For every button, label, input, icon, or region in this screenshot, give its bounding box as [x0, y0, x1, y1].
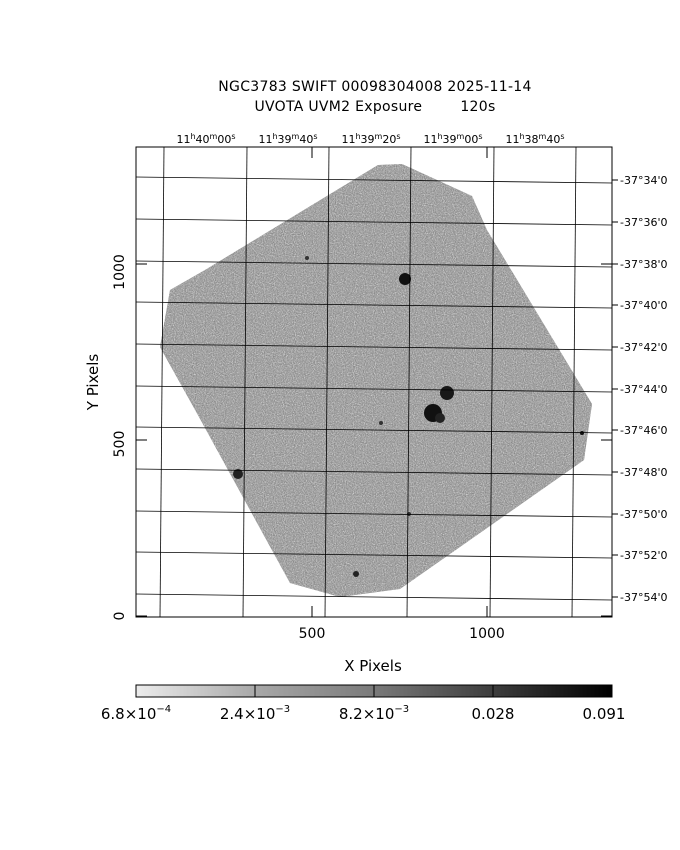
plot-title-line2: UVOTA UVM2 Exposure 120s: [254, 99, 496, 115]
ra-grid-line: [159, 147, 165, 617]
dec-grid-line: [136, 176, 612, 184]
dec-grid-line: [136, 343, 612, 351]
ra-tick-labels: 11h40m00s 11h39m40s 11h39m20s 11h39m00s …: [176, 132, 564, 146]
y-tick-label: 1000: [112, 254, 128, 290]
colorbar-label: 2.4×10−3: [220, 704, 290, 723]
dec-tick-label: -37°50'0: [620, 508, 668, 521]
dec-tick-label: -37°38'0: [620, 258, 668, 271]
dec-tick-label: -37°44'0: [620, 383, 668, 396]
colorbar-label: 8.2×10−3: [339, 704, 409, 723]
dec-grid-line: [136, 426, 612, 434]
dec-grid-line: [136, 593, 612, 601]
ra-grid-line: [406, 147, 412, 617]
colorbar-label: 6.8×10−4: [101, 704, 171, 723]
dec-tick-labels: -37°34'0 -37°36'0 -37°38'0 -37°40'0 -37°42'0…: [612, 174, 668, 604]
ra-grid-line: [242, 147, 248, 617]
dec-tick-label: -37°40'0: [620, 299, 668, 312]
dec-grid-line: [136, 551, 612, 559]
dec-tick-label: -37°42'0: [620, 341, 668, 354]
x-tick-label: 1000: [469, 626, 505, 642]
ra-tick-label: 11h38m40s: [505, 132, 564, 146]
x-tick-label: 500: [299, 626, 326, 642]
y-tick-label: 0: [112, 612, 128, 621]
dec-tick-label: -37°54'0: [620, 591, 668, 604]
dec-tick-label: -37°52'0: [620, 549, 668, 562]
exposure-image: [160, 164, 592, 597]
dec-grid-line: [136, 260, 612, 268]
colorbar-label: 0.028: [472, 705, 515, 723]
ra-grid-line: [489, 147, 495, 617]
source-blobs: [233, 256, 584, 577]
colorbar: 6.8×10−4 2.4×10−3 8.2×10−3 0.028 0.091: [101, 684, 626, 723]
ra-grid-line: [571, 147, 577, 617]
dec-grid-line: [136, 468, 612, 476]
ra-tick-label: 11h39m40s: [258, 132, 317, 146]
ra-tick-label: 11h40m00s: [176, 132, 235, 146]
ra-tick-label: 11h39m20s: [341, 132, 400, 146]
dec-grid-line: [136, 301, 612, 309]
dec-tick-label: -37°48'0: [620, 466, 668, 479]
ra-grid-line: [324, 147, 330, 617]
plot-title-line1: NGC3783 SWIFT 00098304008 2025-11-14: [218, 79, 532, 95]
plot-frame: [135, 146, 613, 618]
dec-tick-label: -37°34'0: [620, 174, 668, 187]
dec-grid-line: [136, 510, 612, 518]
y-axis-label: Y Pixels: [84, 354, 102, 412]
coordinate-grid: [136, 147, 612, 617]
x-axis-label: X Pixels: [344, 657, 402, 675]
colorbar-label: 0.091: [583, 705, 626, 723]
dec-grid-line: [136, 385, 612, 393]
dec-tick-label: -37°46'0: [620, 424, 668, 437]
pixel-ticks: [136, 147, 612, 617]
ra-tick-label: 11h39m00s: [423, 132, 482, 146]
dec-tick-label: -37°36'0: [620, 216, 668, 229]
dec-grid-line: [136, 218, 612, 226]
y-tick-label: 500: [112, 431, 128, 458]
